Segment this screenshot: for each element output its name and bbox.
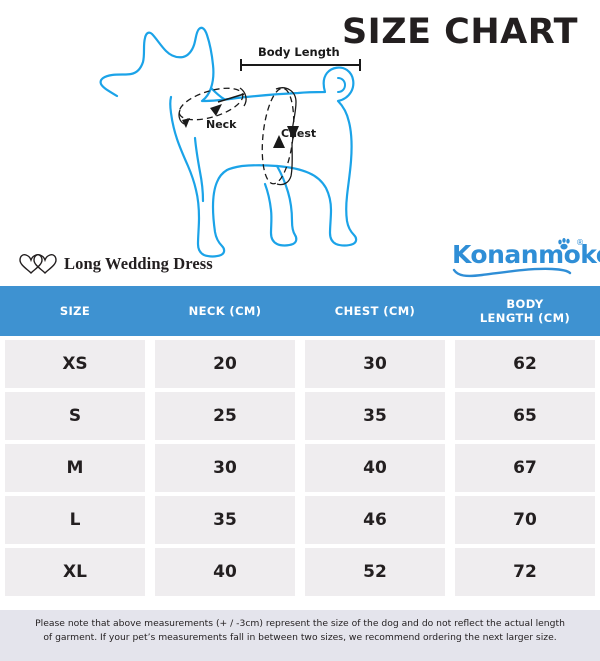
cell-neck: 20 bbox=[150, 340, 300, 388]
measurement-disclaimer-note: Please note that above measurements (+ /… bbox=[0, 610, 600, 661]
cell-size: L bbox=[0, 496, 150, 544]
chest-label: Chest bbox=[281, 127, 317, 140]
paw-print-icon bbox=[558, 238, 570, 250]
registered-trademark-symbol: ® bbox=[576, 238, 584, 247]
cell-body-length: 72 bbox=[450, 548, 600, 596]
cell-neck: 30 bbox=[150, 444, 300, 492]
table-header-row: SIZE NECK (CM) CHEST (CM) BODY LENGTH (C… bbox=[0, 286, 600, 336]
table-row: S 25 35 65 bbox=[0, 388, 600, 440]
chest-measure-indicator bbox=[261, 87, 299, 186]
brand-swoosh-underline bbox=[452, 267, 572, 278]
table-row: XL 40 52 72 bbox=[0, 544, 600, 596]
cell-size: XS bbox=[0, 340, 150, 388]
column-header-body-length: BODY LENGTH (CM) bbox=[479, 296, 571, 325]
double-hearts-icon bbox=[19, 254, 57, 274]
cell-chest: 35 bbox=[300, 392, 450, 440]
cell-body-length: 70 bbox=[450, 496, 600, 544]
cell-neck: 25 bbox=[150, 392, 300, 440]
cell-neck: 40 bbox=[150, 548, 300, 596]
cell-chest: 30 bbox=[300, 340, 450, 388]
body-length-label: Body Length bbox=[258, 45, 340, 59]
cell-size: S bbox=[0, 392, 150, 440]
illustration-area: SIZE CHART Body Length bbox=[0, 0, 600, 286]
table-row: L 35 46 70 bbox=[0, 492, 600, 544]
dog-outline-illustration bbox=[99, 26, 358, 258]
neck-label: Neck bbox=[206, 118, 237, 131]
cell-neck: 35 bbox=[150, 496, 300, 544]
cell-chest: 52 bbox=[300, 548, 450, 596]
table-row: M 30 40 67 bbox=[0, 440, 600, 492]
column-header-chest: CHEST (CM) bbox=[334, 303, 416, 318]
size-chart-table: SIZE NECK (CM) CHEST (CM) BODY LENGTH (C… bbox=[0, 286, 600, 596]
neck-measure-indicator bbox=[178, 87, 247, 128]
cell-size: M bbox=[0, 444, 150, 492]
brand-name-label: Konanmoko bbox=[452, 240, 600, 269]
body-length-measure-indicator bbox=[240, 59, 361, 71]
cell-body-length: 62 bbox=[450, 340, 600, 388]
brand-logo-group: Konanmoko ® bbox=[452, 238, 600, 280]
page-title: SIZE CHART bbox=[341, 12, 578, 52]
cell-chest: 46 bbox=[300, 496, 450, 544]
column-header-neck: NECK (CM) bbox=[188, 303, 262, 318]
product-name-label: Long Wedding Dress bbox=[64, 254, 213, 273]
cell-body-length: 65 bbox=[450, 392, 600, 440]
cell-size: XL bbox=[0, 548, 150, 596]
cell-body-length: 67 bbox=[450, 444, 600, 492]
cell-chest: 40 bbox=[300, 444, 450, 492]
product-name-group: Long Wedding Dress bbox=[18, 252, 213, 276]
table-row: XS 20 30 62 bbox=[0, 336, 600, 388]
column-header-size: SIZE bbox=[59, 303, 91, 318]
